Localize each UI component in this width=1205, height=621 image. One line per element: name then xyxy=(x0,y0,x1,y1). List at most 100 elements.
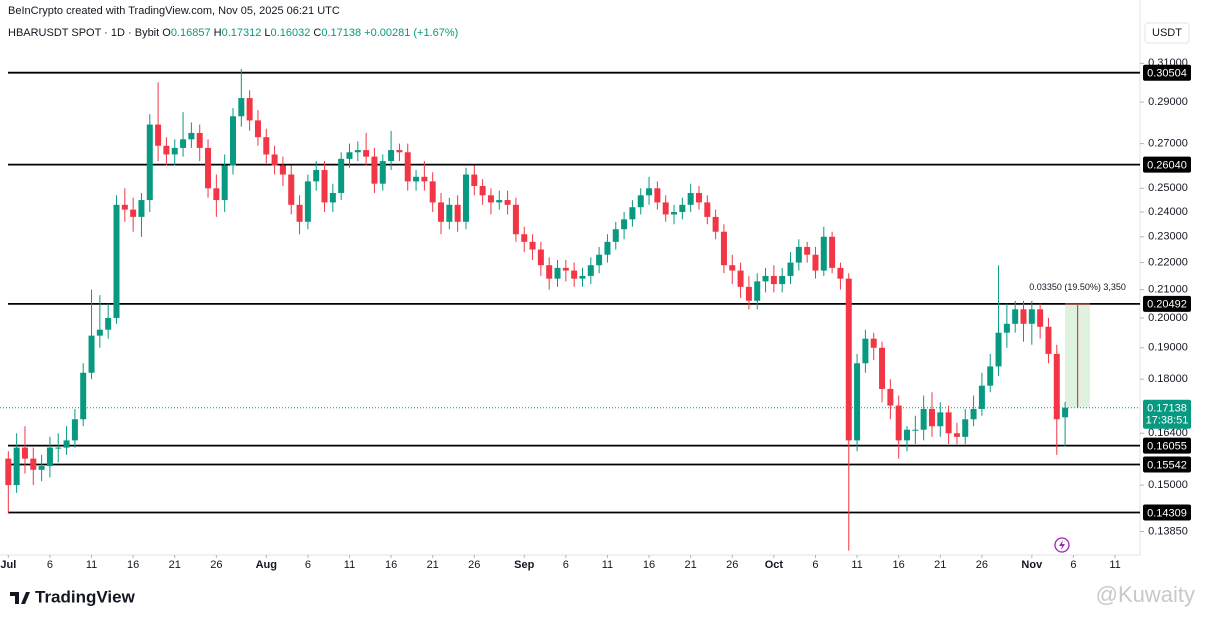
candle-body xyxy=(870,338,877,348)
candle-body xyxy=(229,116,236,166)
candle-body xyxy=(1003,323,1010,333)
tv-logo xyxy=(10,592,30,604)
candle-body xyxy=(487,195,494,203)
candle-body xyxy=(105,317,112,330)
candle-body xyxy=(496,200,503,203)
ohlc-value: 0.17312 xyxy=(221,27,262,39)
candle-body xyxy=(962,419,969,437)
x-tick-label: 16 xyxy=(893,559,905,571)
candle-body xyxy=(46,447,53,467)
x-tick-label: 21 xyxy=(427,559,439,571)
candle-body xyxy=(63,440,70,448)
candle-body xyxy=(754,281,761,301)
x-tick-label: 6 xyxy=(563,559,569,571)
candle-body xyxy=(904,429,911,441)
candle-body xyxy=(820,236,827,271)
y-tick-label: 0.21000 xyxy=(1148,284,1188,296)
currency: USDT xyxy=(1152,27,1182,39)
candle-body xyxy=(155,124,162,146)
candle-body xyxy=(621,219,628,230)
candle-body xyxy=(795,246,802,263)
candle-body xyxy=(1028,309,1035,324)
level-label: 0.30504 xyxy=(1147,68,1187,80)
candle-body xyxy=(388,150,395,162)
y-tick-label: 0.18000 xyxy=(1148,373,1188,385)
candle-body xyxy=(396,150,403,153)
candle-body xyxy=(646,188,653,196)
candle-body xyxy=(213,188,220,201)
candle-body xyxy=(895,405,902,441)
y-tick-label: 0.20000 xyxy=(1148,312,1188,324)
level-label-box xyxy=(1143,456,1191,473)
measure-label: 0.03350 (19.50%) 3,350 xyxy=(1029,282,1126,292)
candle-body xyxy=(1062,407,1069,418)
level-label-box xyxy=(1143,295,1191,312)
level-label: 0.15542 xyxy=(1147,459,1187,471)
candle-body xyxy=(205,147,212,189)
candle-body xyxy=(854,363,861,441)
candle-body xyxy=(804,246,811,255)
candle-body xyxy=(163,145,170,155)
candle-body xyxy=(88,335,95,373)
x-tick-label: 11 xyxy=(344,559,355,571)
candle-body xyxy=(679,204,686,213)
candle-body xyxy=(413,176,420,182)
y-tick-label: 0.27000 xyxy=(1148,138,1188,150)
candle-body xyxy=(329,192,336,203)
candle-body xyxy=(970,408,977,420)
candle-body xyxy=(71,419,78,441)
candle-body xyxy=(113,204,120,318)
candle-body xyxy=(737,270,744,287)
event-icon-bolt xyxy=(1059,540,1065,550)
candle-body xyxy=(887,388,894,406)
candle-body xyxy=(438,202,445,222)
candle-body xyxy=(862,338,869,364)
candle-body xyxy=(121,204,128,210)
x-tick-label: 11 xyxy=(86,559,97,571)
level-label-box xyxy=(1143,156,1191,173)
candle-body xyxy=(404,152,411,182)
candle-body xyxy=(504,200,511,205)
level-label: 0.26040 xyxy=(1147,160,1187,172)
candle-body xyxy=(1053,353,1060,420)
legend: HBARUSDT SPOT · 1D · Bybit O0.16857 H0.1… xyxy=(8,27,458,39)
candle-body xyxy=(537,249,544,266)
candle-body xyxy=(246,98,253,121)
countdown: 17:38:51 xyxy=(1146,415,1189,427)
x-tick-label: 26 xyxy=(726,559,738,571)
candle-body xyxy=(612,229,619,242)
candle-body xyxy=(512,204,519,235)
candle-body xyxy=(130,209,137,217)
candle-body xyxy=(238,98,245,117)
candle-body xyxy=(704,202,711,217)
candle-body xyxy=(720,231,727,266)
y-tick-label: 0.22000 xyxy=(1148,256,1188,268)
x-tick-label: Aug xyxy=(256,559,277,571)
candle-body xyxy=(637,195,644,208)
candle-body xyxy=(787,262,794,276)
last-price-box xyxy=(1143,399,1191,429)
candle-body xyxy=(529,241,536,250)
candle-body xyxy=(945,412,952,434)
candle-body xyxy=(1045,326,1052,354)
candle-body xyxy=(654,188,661,203)
x-tick-label: 16 xyxy=(127,559,139,571)
ohlc-label: C xyxy=(313,27,322,39)
candle-body xyxy=(146,124,153,201)
x-tick-label: 21 xyxy=(169,559,181,571)
level-label: 0.14309 xyxy=(1147,507,1187,519)
y-tick-label: 0.15000 xyxy=(1148,479,1188,491)
candle-body xyxy=(263,137,270,155)
candle-body xyxy=(978,385,985,409)
candle-body xyxy=(279,165,286,175)
candle-body xyxy=(596,254,603,266)
candle-body xyxy=(1037,309,1044,327)
watermark: TradingView xyxy=(35,587,136,606)
candle-body xyxy=(571,270,578,279)
level-label-box xyxy=(1143,64,1191,81)
x-tick-label: 6 xyxy=(305,559,311,571)
y-tick-label: 0.13850 xyxy=(1148,525,1188,537)
candle-body xyxy=(953,433,960,437)
candle-body xyxy=(546,265,553,279)
